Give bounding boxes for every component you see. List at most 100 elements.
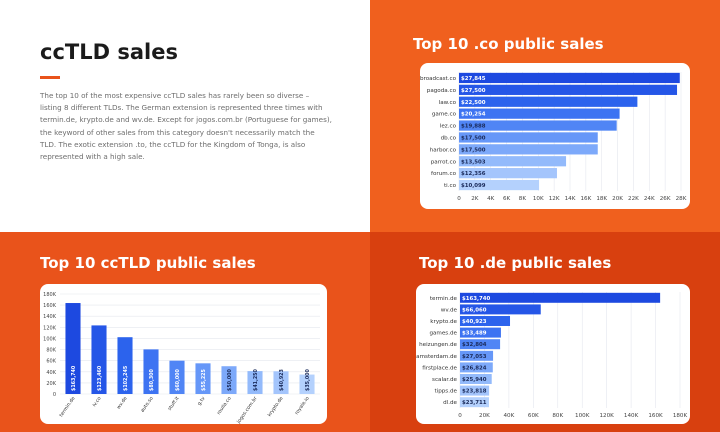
category-label: krypto.de [267,396,285,418]
data-label: $22,500 [461,100,486,106]
category-label: tipps.de [434,389,457,395]
bar [460,316,511,326]
x-tick-label: 18K [596,196,607,202]
x-tick-label: 26K [660,196,671,202]
x-tick-label: 6K [503,196,511,202]
category-label: firstplace.de [422,365,457,371]
title-underline [40,76,60,79]
bar [459,84,678,95]
intro-paragraph: The top 10 of the most expensive ccTLD s… [40,91,332,162]
data-label: $55,225 [201,369,207,391]
de-chart-card: 0 20K 40K 60K 80K 100K 120K 140K 160K 180K termin.… [416,284,690,424]
de-sales-panel: Top 10 .de public sales 0 20K 40K 60K 80K 100… [370,232,720,432]
data-label: $17,500 [461,135,486,141]
data-label: $33,489 [462,331,487,337]
y-tick-label: 140K [43,314,57,320]
bar [299,374,315,394]
data-label: $17,500 [461,147,486,153]
x-tick-label: 20K [612,196,623,202]
x-tick-label: 160K [648,413,663,419]
bar [143,349,159,394]
x-tick-label: 4K [487,196,495,202]
category-label: g.tv [196,396,206,407]
bar [459,132,598,143]
x-tick-label: 28K [676,196,687,202]
x-tick-label: 40K [503,413,514,419]
data-label: $32,804 [462,342,487,348]
y-tick-label: 0 [53,392,56,398]
x-tick-label: 100K [575,413,590,419]
bar [117,337,133,394]
category-label: jogos.com.br [235,396,258,426]
bar [460,397,489,408]
data-label: $13,503 [461,159,486,165]
data-label: $66,060 [462,307,487,313]
data-label: $23,711 [462,400,487,406]
bar [460,304,541,315]
bar [459,72,680,84]
data-label: $80,300 [149,368,155,391]
data-label: $41,250 [253,368,259,391]
bar [273,371,289,394]
x-tick-label: 120K [599,413,614,419]
category-label: harbor.co [430,147,457,153]
cctld-sales-panel: Top 10 ccTLD public sales 0 20K 40K 60K 80K 1… [0,232,370,432]
category-label: amsterdam.de [416,354,457,360]
x-tick-label: 10K [533,196,544,202]
bar [459,168,557,179]
y-tick-label: 180K [43,292,57,298]
bar [460,292,661,303]
x-tick-label: 22K [628,196,639,202]
x-tick-label: 2K [471,196,479,202]
co-bar-chart: 0 2K 4K 6K 8K 10K 12K 14K 16K 18K 20K 22K 24K 26K 28K b… [420,72,687,202]
cctld-chart-card: 0 20K 40K 60K 80K 100K 120K 140K 160K 180K $163,74… [40,284,327,426]
bar [459,120,617,131]
category-label: royale.io [294,396,311,416]
x-tick-label: 0 [457,196,461,202]
de-chart-title: Top 10 .de public sales [419,254,612,272]
data-label: $35,000 [305,368,311,391]
x-tick-label: 20K [479,413,490,419]
x-tick-label: 180K [673,413,688,419]
data-label: $27,500 [461,88,486,94]
y-tick-label: 120K [43,325,57,331]
co-chart-card: 0 2K 4K 6K 8K 10K 12K 14K 16K 18K 20K 22K 24K 26K 28K b… [420,63,690,209]
bar [247,371,263,394]
category-label: stuff.it [167,396,181,412]
category-label: ti.co [444,183,457,189]
bar [169,360,185,394]
category-label: game.co [432,112,457,118]
category-label: wv.de [441,307,458,313]
data-label: $12,356 [461,171,486,177]
bar [459,179,540,191]
category-label: parrot.co [431,159,457,165]
y-tick-label: 100K [43,336,57,342]
data-label: $10,099 [461,183,486,189]
category-label: dl.de [443,400,457,406]
category-label: krypto.de [430,319,457,325]
bar [459,96,638,107]
bar [460,385,490,396]
data-label: $40,923 [279,369,285,391]
category-label: lez.co [440,124,457,130]
category-label: forum.co [431,171,457,177]
bar [460,339,501,350]
data-label: $60,000 [175,368,181,391]
y-tick-label: 40K [46,370,56,376]
data-label: $23,818 [462,389,487,395]
cctld-chart-title: Top 10 ccTLD public sales [40,254,256,272]
category-label: broadcast.co [420,76,457,82]
data-label: $163,740 [71,365,77,391]
bar [460,350,494,361]
category-label: law.co [439,100,457,106]
bar [460,327,501,338]
data-label: $19,888 [461,124,486,130]
bar [221,366,237,394]
de-bar-chart: 0 20K 40K 60K 80K 100K 120K 140K 160K 180K termin.… [416,292,688,419]
x-tick-label: 24K [644,196,655,202]
y-tick-label: 160K [43,303,57,309]
x-tick-label: 0 [458,413,462,419]
bar [91,325,107,394]
x-tick-label: 60K [528,413,539,419]
category-label: termin.de [430,296,458,302]
